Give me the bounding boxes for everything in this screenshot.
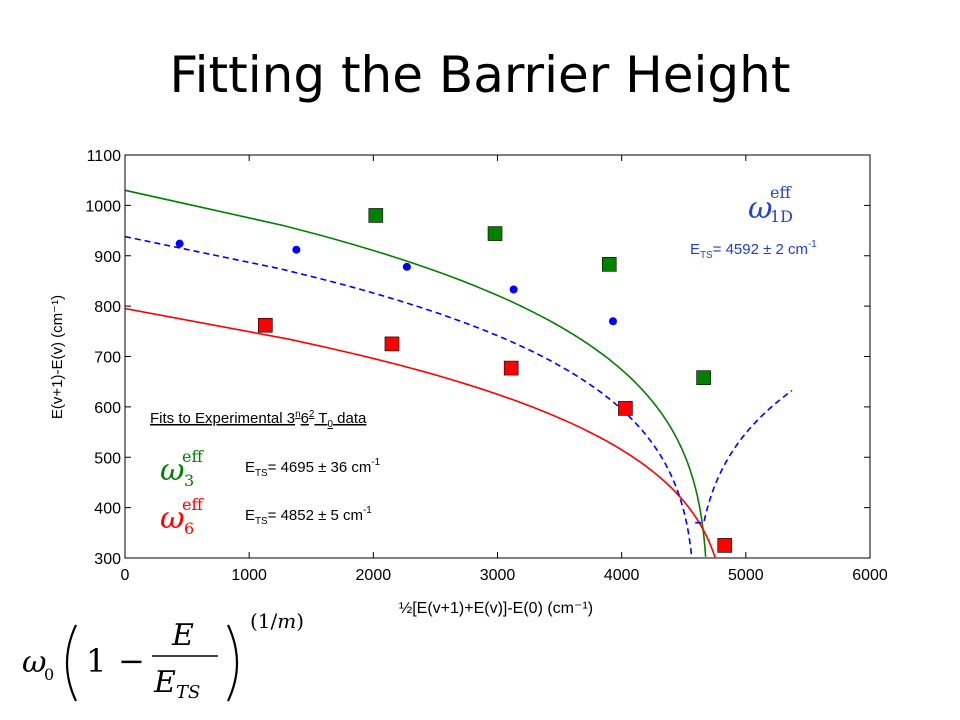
svg-text:E: E [153, 665, 176, 700]
svg-text:ω: ω [748, 191, 772, 226]
data-point [608, 317, 617, 326]
svg-text:0: 0 [44, 665, 54, 684]
y-tick-label: 800 [94, 299, 121, 316]
y-axis-label: E(v+1)-E(v) (cm⁻¹) [49, 295, 66, 419]
fit-formula: ω 0 1 − E E TS (1/m) [22, 609, 304, 703]
svg-text:1: 1 [86, 642, 106, 680]
data-point [696, 370, 711, 385]
svg-text:1D: 1D [770, 207, 793, 226]
svg-text:eff: eff [770, 183, 792, 202]
fit-curve [124, 235, 693, 557]
omega-1d-eff-symbol: ω eff 1D [748, 183, 793, 226]
data-point [175, 239, 184, 248]
x-tick-label: 3000 [480, 567, 516, 584]
fit-label-omega3: ETS= 4695 ± 36 cm-1 [245, 457, 381, 479]
fit-curve [124, 307, 716, 558]
fit-curve [124, 189, 707, 557]
fit-heading: Fits to Experimental 3n62 T0 data [150, 409, 367, 430]
data-point [618, 401, 633, 416]
slide-title: Fitting the Barrier Height [169, 46, 791, 104]
y-tick-label: 600 [94, 400, 121, 417]
data-point [717, 538, 733, 553]
data-markers [175, 208, 733, 553]
y-tick-label: 1000 [85, 198, 121, 215]
x-tick-labels: 0 1000 2000 3000 4000 5000 6000 [121, 567, 888, 584]
fit-label-omega6: ETS= 4852 ± 5 cm-1 [245, 505, 372, 527]
fit-label-1d: ETS= 4592 ± 2 cm-1 [690, 239, 817, 261]
svg-text:ω: ω [160, 453, 184, 488]
x-tick-label: 4000 [604, 567, 640, 584]
svg-text:(1/m): (1/m) [250, 609, 304, 633]
y-tick-label: 300 [94, 551, 121, 568]
fit-curve-branch [695, 389, 793, 524]
x-tick-label: 0 [121, 567, 130, 584]
svg-text:ω: ω [160, 501, 184, 536]
svg-text:ω: ω [22, 645, 46, 680]
data-point [487, 226, 503, 241]
svg-text:6: 6 [184, 519, 194, 538]
x-tick-label: 6000 [852, 567, 888, 584]
data-point [402, 262, 411, 271]
svg-text:eff: eff [182, 447, 204, 466]
y-tick-label: 1100 [87, 148, 122, 165]
omega-6-eff-symbol: ω eff 6 [160, 495, 204, 538]
y-tick-label: 700 [94, 350, 121, 367]
y-tick-label: 400 [94, 501, 121, 518]
data-point [258, 317, 273, 333]
fit-curves [124, 189, 793, 558]
axis-ticks [124, 154, 871, 559]
data-point [292, 245, 301, 254]
x-tick-label: 5000 [728, 567, 764, 584]
svg-text:TS: TS [176, 682, 200, 703]
omega-3-eff-symbol: ω eff 3 [160, 447, 204, 490]
data-point [503, 360, 519, 376]
x-tick-label: 2000 [356, 567, 392, 584]
y-tick-label: 500 [94, 450, 121, 467]
svg-text:−: − [118, 642, 145, 680]
svg-text:eff: eff [182, 495, 204, 514]
data-point [384, 336, 400, 352]
x-axis-label: ½[E(v+1)+E(v)]-E(0) (cm⁻¹) [399, 600, 593, 617]
data-point [509, 285, 518, 294]
data-point [368, 208, 384, 223]
svg-text:E: E [171, 618, 194, 653]
y-tick-label: 900 [94, 249, 121, 266]
y-tick-labels: 300 400 500 600 700 800 900 1000 1100 [85, 148, 121, 568]
data-point [601, 257, 617, 272]
x-tick-label: 1000 [231, 567, 267, 584]
svg-text:3: 3 [184, 471, 194, 490]
